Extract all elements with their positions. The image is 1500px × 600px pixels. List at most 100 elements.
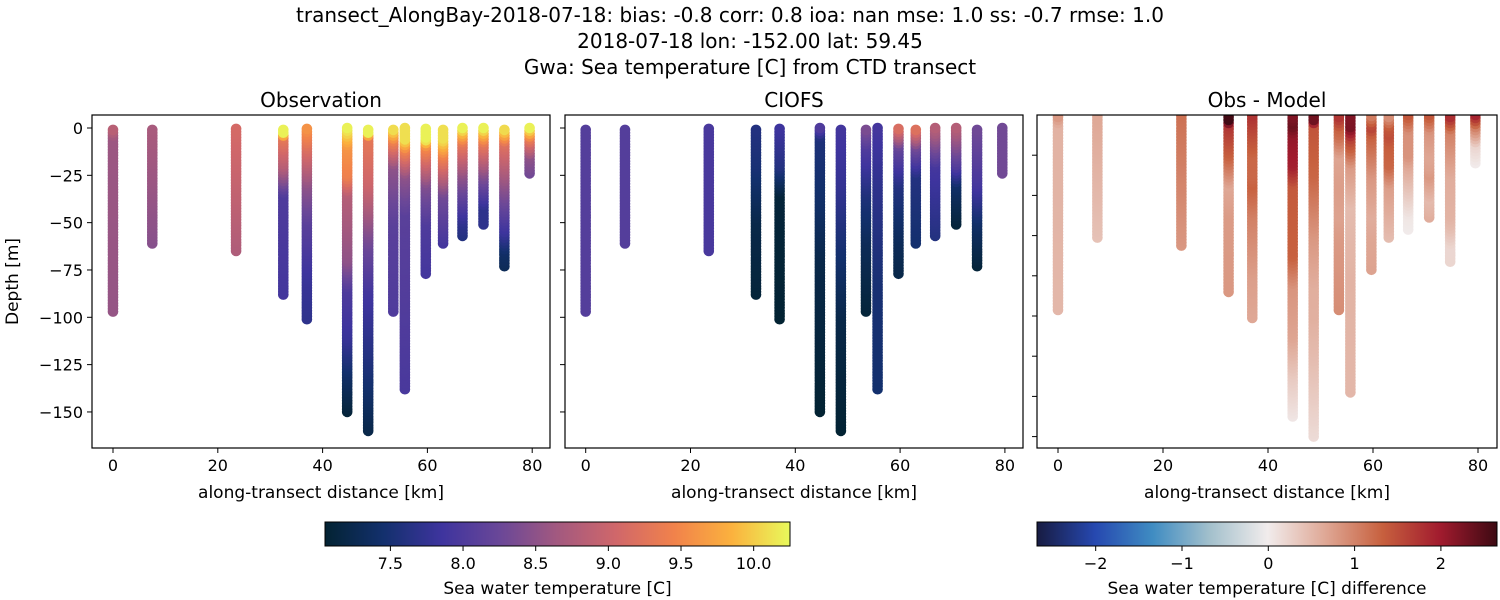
colorbar-swatch [1421, 522, 1423, 546]
colorbar-swatch [1136, 522, 1138, 546]
colorbar-swatch [1077, 522, 1079, 546]
colorbar-swatch [1081, 522, 1083, 546]
colorbar-swatch [476, 522, 478, 546]
colorbar-swatch [1254, 522, 1256, 546]
colorbar-swatch [520, 522, 522, 546]
colorbar-swatch [503, 522, 505, 546]
colorbar-swatch [1451, 522, 1453, 546]
colorbar-swatch [715, 522, 717, 546]
colorbar-swatch [325, 522, 327, 546]
data-point-station-10 [893, 123, 904, 135]
colorbar-swatch [1251, 522, 1253, 546]
colorbar-swatch [345, 522, 347, 546]
colorbar-swatch [1419, 522, 1421, 546]
colorbar-swatch [1426, 522, 1428, 546]
colorbar-swatch [1331, 522, 1333, 546]
colorbar-swatch [1337, 522, 1339, 546]
colorbar-swatch [1282, 522, 1284, 546]
colorbar-swatch [510, 522, 512, 546]
colorbar-swatch [441, 522, 443, 546]
colorbar-swatch [1236, 522, 1238, 546]
colorbar-swatch [368, 522, 370, 546]
colorbar-swatch [490, 522, 492, 546]
colorbar-swatch [543, 522, 545, 546]
colorbar-swatch [1113, 522, 1115, 546]
colorbar-swatch [587, 522, 589, 546]
colorbar-swatch [1075, 522, 1077, 546]
colorbar-swatch [1183, 522, 1185, 546]
colorbar-swatch [1468, 522, 1470, 546]
colorbar-swatch [358, 522, 360, 546]
colorbar-swatch [395, 522, 397, 546]
colorbar-swatch [648, 522, 650, 546]
colorbar-swatch [1313, 522, 1315, 546]
colorbar-swatch [784, 522, 786, 546]
colorbar-swatch [1180, 522, 1182, 546]
colorbar-swatch [1176, 522, 1178, 546]
colorbar-swatch [453, 522, 455, 546]
colorbar-swatch [777, 522, 779, 546]
colorbar-swatch [454, 522, 456, 546]
colorbar-swatch [1356, 522, 1358, 546]
colorbar-swatch [393, 522, 395, 546]
colorbar-swatch [383, 522, 385, 546]
colorbar-swatch [1458, 522, 1460, 546]
colorbar-swatch [1046, 522, 1048, 546]
data-point-station-13 [478, 122, 489, 134]
colorbar-swatch [388, 522, 390, 546]
colorbar-swatch [1086, 522, 1088, 546]
colorbar-swatch [1037, 522, 1039, 546]
colorbar-swatch [1106, 522, 1108, 546]
colorbar-swatch [1314, 522, 1316, 546]
colorbar-swatch [689, 522, 691, 546]
colorbar-swatch [1436, 522, 1438, 546]
data-point-station-2 [1092, 115, 1103, 123]
colorbar-swatch [1143, 522, 1145, 546]
colorbar-swatch [1085, 522, 1087, 546]
colorbar-swatch [1239, 522, 1241, 546]
colorbar-swatch [1275, 522, 1277, 546]
colorbar-swatch [427, 522, 429, 546]
colorbar-swatch [1188, 522, 1190, 546]
colorbar-swatch [557, 522, 559, 546]
colorbar-swatch [1350, 522, 1352, 546]
colorbar-swatch [1087, 522, 1089, 546]
colorbar-swatch [1171, 522, 1173, 546]
colorbar-swatch [1064, 522, 1066, 546]
colorbar-swatch [1048, 522, 1050, 546]
colorbar-swatch [723, 522, 725, 546]
colorbar-swatch [1196, 522, 1198, 546]
colorbar-swatch [1098, 522, 1100, 546]
colorbar-swatch [1445, 522, 1447, 546]
colorbar-swatch [1442, 522, 1444, 546]
colorbar-swatch [668, 522, 670, 546]
data-point-station-14 [971, 124, 983, 136]
colorbar-swatch [347, 522, 349, 546]
colorbar-swatch [472, 522, 474, 546]
colorbar-swatch [327, 522, 329, 546]
colorbar-swatch [1486, 522, 1488, 546]
colorbar-swatch [771, 522, 773, 546]
colorbar-swatch [1082, 522, 1084, 546]
colorbar-swatch [1369, 522, 1371, 546]
colorbar-swatch [523, 522, 525, 546]
colorbar-swatch [1283, 522, 1285, 546]
colorbar-swatch [609, 522, 611, 546]
colorbar-swatch [680, 522, 682, 546]
colorbar-swatch [392, 522, 394, 546]
colorbar-swatch [549, 522, 551, 546]
colorbar-swatch [1193, 522, 1195, 546]
colorbar-swatch [1038, 522, 1040, 546]
colorbar-swatch [1311, 522, 1313, 546]
colorbar-swatch [1427, 522, 1429, 546]
colorbar-swatch [737, 522, 739, 546]
colorbar-swatch [1354, 522, 1356, 546]
colorbar-swatch [746, 522, 748, 546]
colorbar-swatch [348, 522, 350, 546]
colorbar-swatch [748, 522, 750, 546]
colorbar-swatch [338, 522, 340, 546]
title-line-3: Gwa: Sea temperature [C] from CTD transe… [524, 55, 976, 79]
colorbar-swatch [738, 522, 740, 546]
title-line-2: 2018-07-18 lon: -152.00 lat: 59.45 [577, 29, 923, 53]
colorbar-swatch [681, 522, 683, 546]
